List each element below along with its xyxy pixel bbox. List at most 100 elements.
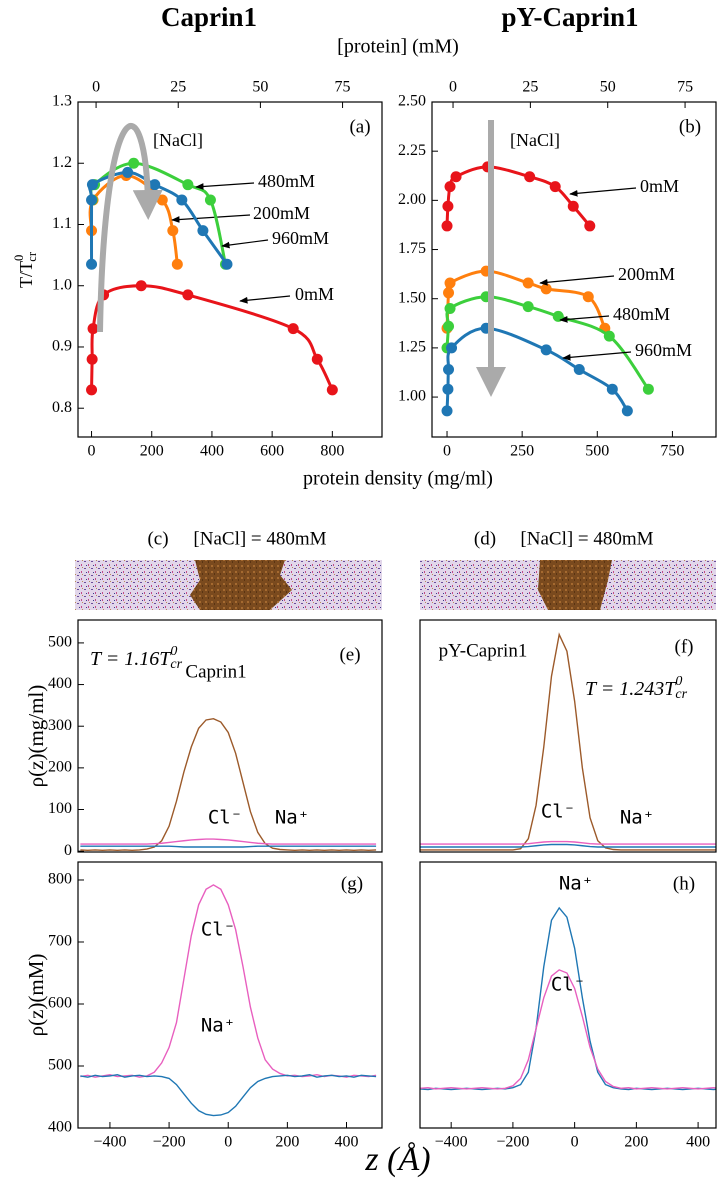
series-label: 480mM [613,304,670,324]
y-tick-label: 400 [48,675,72,692]
point [540,344,552,356]
condensate [538,560,612,610]
x-tick-label: 400 [335,1134,359,1151]
y-tick-label: 1.2 [52,154,72,171]
y-axis-label: T/T0cr [12,251,39,288]
superscript: 0 [675,674,682,689]
series-label: Cl⁻ [208,807,242,829]
y-tick-label: 1.1 [52,215,72,232]
superscript: 0 [12,255,26,261]
y-tick-label: 400 [48,1119,72,1136]
y-tick-label: 100 [48,800,72,817]
point [171,258,183,270]
point [642,383,654,395]
series-label: Cl⁻ [541,801,575,823]
series-line [420,632,716,851]
series-label: Caprin1 [185,661,246,682]
y-tick-label: 300 [48,717,72,734]
point [606,383,618,395]
point [442,200,454,212]
axes-frame [419,619,717,853]
point [122,166,134,178]
text-part: T = 1.243T [585,678,677,700]
point [443,287,455,299]
series-label: 960mM [635,340,692,360]
point [86,384,98,396]
x-tick-label: −200 [496,1134,529,1151]
x-tick-label: 200 [140,443,164,460]
y-tick-label: 600 [48,995,72,1012]
text-part: T/T [16,261,36,288]
label-arrow [195,182,255,190]
series-label: 200mM [253,203,310,223]
point [221,258,233,270]
y-tick-label: 700 [48,933,72,950]
x-tick-label: 500 [585,443,609,460]
x2-tick-label: 25 [170,79,186,96]
x2-tick-label: 50 [252,79,268,96]
panel-label: (e) [339,644,360,665]
label-arrow [569,187,637,197]
axes-frame [77,619,383,853]
x-tick-label: 0 [88,443,96,460]
axes-frame [431,101,717,438]
y-tick-label: 1.00 [398,388,426,405]
x2-tick-label: 0 [92,79,100,96]
y-tick-label: 0.9 [52,338,72,355]
temperature-note: T = 1.16T0 cr [90,644,183,672]
panel-title: pY-Caprin1 [501,2,638,32]
series-line [420,840,716,845]
series-label: Na⁺ [559,873,593,895]
point [326,384,338,396]
y-tick-label: 0.8 [52,399,72,416]
x-tick-label: −400 [435,1134,468,1151]
series-line [80,845,377,848]
label-arrow [559,315,610,323]
series-label: Na⁺ [620,807,654,829]
label-arrow [539,275,615,286]
point [549,181,561,193]
point [128,157,140,169]
y-tick-label: 2.50 [398,93,426,110]
y-tick-label: 500 [48,1057,72,1074]
series-label: Na⁺ [275,807,309,829]
point [444,277,456,289]
y-tick-label: 1.0 [52,276,72,293]
axes-frame [77,861,383,1129]
y-tick-label: 200 [48,759,72,776]
x-tick-label: 800 [320,443,344,460]
series-label: Cl⁻ [201,919,235,941]
point [522,301,534,313]
x2-tick-label: 50 [600,79,616,96]
point [197,225,209,237]
series-line [80,1073,377,1117]
x-tick-label: 400 [200,443,224,460]
point [182,179,194,191]
series-label: 960mM [272,228,329,248]
series-line [80,717,377,852]
point [441,220,453,232]
point [603,330,615,342]
point [540,283,552,295]
series-line [420,906,716,1091]
label-arrow [171,214,251,223]
series-line [445,165,591,227]
y-axis-label: ρ(z)(mM) [24,954,48,1037]
label-arrow [221,239,269,249]
superscript: 0 [170,644,177,659]
point [167,225,179,237]
x-tick-label: 600 [260,443,284,460]
y-tick-label: 1.75 [398,240,426,257]
temperature-note: T = 1.243T0 cr [585,674,688,702]
nacl-arrow [97,123,163,333]
point [311,353,323,365]
y-tick-label: 1.3 [52,93,72,110]
series-label: 480mM [258,171,315,191]
x-tick-label: 250 [510,443,534,460]
label-arrow [562,351,632,361]
point [86,258,98,270]
point [584,220,596,232]
point [86,353,98,365]
x-tick-label: 200 [624,1134,648,1151]
